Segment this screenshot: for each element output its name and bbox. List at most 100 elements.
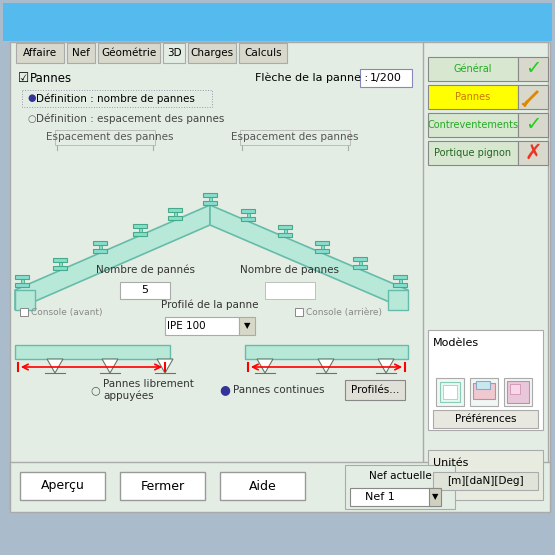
Bar bbox=[240, 130, 350, 145]
Bar bbox=[21, 279, 23, 283]
Bar bbox=[428, 113, 518, 137]
Bar bbox=[353, 258, 367, 261]
Bar bbox=[245, 345, 408, 359]
Bar bbox=[10, 462, 550, 512]
Text: Profilé de la panne: Profilé de la panne bbox=[162, 300, 259, 310]
Text: Définition : nombre de pannes: Définition : nombre de pannes bbox=[36, 93, 195, 104]
Bar bbox=[443, 385, 457, 399]
Text: Aperçu: Aperçu bbox=[41, 480, 84, 492]
Text: Console (arrière): Console (arrière) bbox=[306, 307, 382, 316]
Bar bbox=[345, 380, 405, 400]
Bar bbox=[53, 266, 67, 270]
Text: Portique pignon: Portique pignon bbox=[435, 148, 512, 158]
Polygon shape bbox=[102, 359, 118, 373]
Bar bbox=[470, 378, 498, 406]
Bar bbox=[163, 43, 185, 63]
Bar bbox=[10, 42, 550, 510]
Text: ✓: ✓ bbox=[525, 59, 541, 78]
Text: Flèche de la panne :: Flèche de la panne : bbox=[255, 73, 368, 83]
Bar bbox=[165, 317, 239, 335]
Bar bbox=[188, 43, 236, 63]
Text: Général: Général bbox=[454, 64, 492, 74]
Polygon shape bbox=[210, 205, 408, 310]
Polygon shape bbox=[15, 205, 210, 310]
Bar bbox=[15, 283, 29, 287]
Bar bbox=[209, 197, 211, 201]
Bar bbox=[133, 224, 147, 228]
Bar bbox=[393, 282, 407, 286]
Text: Modèles: Modèles bbox=[433, 338, 479, 348]
Bar bbox=[476, 381, 490, 389]
Bar bbox=[241, 218, 255, 221]
Text: Nef: Nef bbox=[72, 48, 90, 58]
Text: Profilés...: Profilés... bbox=[351, 385, 399, 395]
Bar bbox=[139, 228, 142, 231]
Bar bbox=[120, 472, 205, 500]
Bar bbox=[320, 245, 324, 249]
Bar bbox=[15, 345, 170, 359]
Text: ●: ● bbox=[27, 93, 36, 103]
Bar bbox=[360, 69, 412, 87]
Bar bbox=[16, 43, 64, 63]
Bar bbox=[3, 3, 552, 41]
Text: ▼: ▼ bbox=[432, 492, 438, 502]
Bar bbox=[22, 90, 212, 107]
Bar bbox=[428, 57, 518, 81]
Bar bbox=[20, 308, 28, 316]
Bar bbox=[239, 317, 255, 335]
Bar bbox=[473, 383, 495, 399]
Text: 3D: 3D bbox=[166, 48, 181, 58]
Bar bbox=[359, 261, 361, 265]
Text: ✓: ✓ bbox=[525, 115, 541, 134]
Text: ☑: ☑ bbox=[18, 72, 29, 84]
Bar bbox=[241, 209, 255, 213]
Text: Nef 1: Nef 1 bbox=[365, 492, 395, 502]
Text: Calculs: Calculs bbox=[244, 48, 282, 58]
Text: Console (avant): Console (avant) bbox=[31, 307, 103, 316]
Polygon shape bbox=[257, 359, 273, 373]
Text: Préférences: Préférences bbox=[455, 414, 516, 424]
Bar bbox=[436, 378, 464, 406]
Bar bbox=[278, 233, 292, 237]
Text: Définition : espacement des pannes: Définition : espacement des pannes bbox=[36, 114, 224, 124]
Polygon shape bbox=[318, 359, 334, 373]
Bar bbox=[518, 57, 548, 81]
Bar bbox=[55, 130, 155, 145]
Bar bbox=[428, 141, 518, 165]
Bar bbox=[203, 193, 217, 197]
Text: Pannes: Pannes bbox=[30, 72, 72, 84]
Text: Unités: Unités bbox=[433, 458, 468, 468]
Bar bbox=[428, 330, 543, 430]
Bar bbox=[315, 249, 329, 253]
Text: 5: 5 bbox=[142, 285, 149, 295]
Bar bbox=[168, 216, 182, 220]
Text: Contreventements: Contreventements bbox=[427, 120, 518, 130]
Text: Nombre de pannés: Nombre de pannés bbox=[95, 265, 194, 275]
Bar bbox=[93, 241, 107, 245]
Bar bbox=[174, 212, 176, 216]
Bar bbox=[315, 241, 329, 245]
Bar bbox=[98, 43, 160, 63]
Text: Charges: Charges bbox=[190, 48, 234, 58]
Bar bbox=[504, 378, 532, 406]
Bar bbox=[284, 229, 286, 233]
Bar bbox=[433, 410, 538, 428]
Text: Pannes continues: Pannes continues bbox=[233, 385, 325, 395]
Bar bbox=[133, 231, 147, 235]
Text: ▼: ▼ bbox=[244, 321, 250, 330]
Bar bbox=[295, 308, 303, 316]
Bar bbox=[58, 263, 62, 266]
Text: Géométrie: Géométrie bbox=[102, 48, 157, 58]
Polygon shape bbox=[15, 290, 35, 310]
Bar bbox=[20, 472, 105, 500]
Text: ●: ● bbox=[220, 384, 230, 396]
Bar bbox=[393, 275, 407, 279]
Text: ○: ○ bbox=[90, 385, 100, 395]
Bar bbox=[15, 275, 29, 279]
Text: Pannes librement
appuyées: Pannes librement appuyées bbox=[103, 379, 194, 401]
Polygon shape bbox=[388, 290, 408, 310]
Bar bbox=[423, 42, 548, 510]
Text: Fermer: Fermer bbox=[140, 480, 185, 492]
Bar bbox=[428, 85, 518, 109]
Bar bbox=[265, 282, 315, 299]
